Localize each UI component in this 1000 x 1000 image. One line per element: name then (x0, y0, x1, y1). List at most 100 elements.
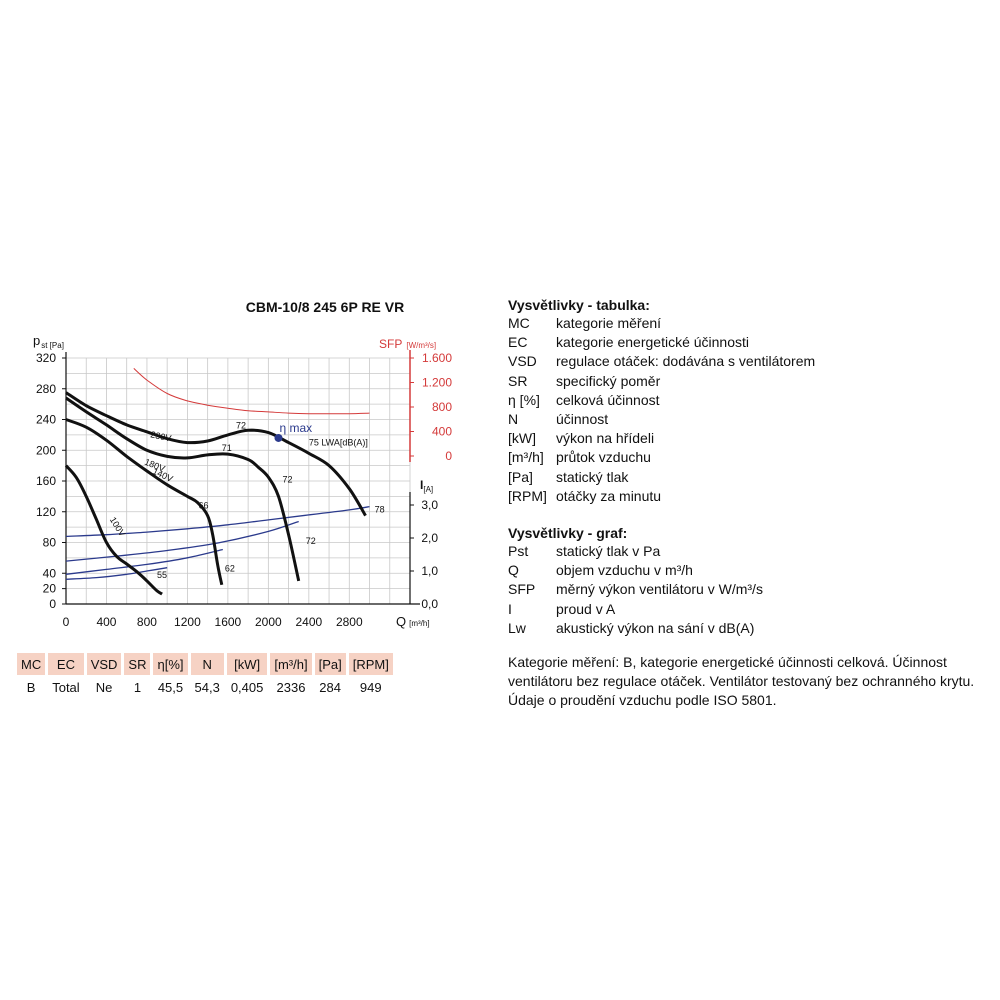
current-curve (65, 520, 299, 562)
y-tick-label: 20 (43, 582, 57, 596)
legend-row: [kW] výkon na hřídeli (508, 429, 978, 448)
x-tick-label: 2000 (255, 615, 282, 629)
y-tick-label: 200 (36, 443, 56, 457)
legend-desc: statický tlak v Pa (556, 543, 661, 559)
legend-desc: regulace otáček: dodávána s ventilátorem (556, 353, 816, 370)
specs-table: MC EC VSD SR η[%] N [kW] [m³/h] [Pa] [RPM] B Total… (14, 653, 396, 699)
pressure-curve (65, 418, 224, 586)
sfp-tick-label: 0 (445, 449, 452, 463)
specs-value-cell: Ne (95, 679, 113, 695)
specs-value-cell: 0,405 (230, 679, 264, 695)
legend-row: η [%] celková účinnost (508, 391, 978, 410)
y-tick-label: 240 (36, 413, 56, 427)
efficiency-label: 72 (236, 421, 246, 431)
specs-header-cell: [m³/h] (270, 653, 312, 675)
y-tick-label: 280 (36, 382, 56, 396)
current-tick-label: 0,0 (421, 597, 438, 611)
specs-header-cell: [kW] (226, 653, 268, 675)
x-tick-label: 800 (137, 615, 157, 629)
y-tick-label: 320 (36, 351, 56, 365)
specs-value-cell: 45,5 (157, 679, 184, 695)
legend-abbr: [RPM] (508, 487, 547, 504)
sfp-tick-label: 800 (432, 400, 452, 414)
legend-desc: kategorie měření (556, 315, 662, 331)
pressure-series (64, 391, 367, 596)
current-tick-label: 2,0 (421, 531, 438, 545)
legend-abbr: [Pa] (508, 468, 533, 485)
x-axis-title: Q [m³/h] (396, 614, 430, 629)
specs-header-cell: [RPM] (348, 653, 393, 675)
legend-abbr: Lw (508, 619, 526, 636)
legend-abbr: I (508, 600, 512, 617)
x-tick-label: 2800 (336, 615, 363, 629)
chart-axes (62, 350, 420, 605)
legend-abbr: Q (508, 562, 519, 579)
y-axis-title: pst [Pa] (33, 333, 64, 350)
legend-table-list: MC kategorie měření EC kategorie energetick… (508, 314, 978, 506)
sfp-axis-title: SFP [W/m³/s] (379, 337, 436, 351)
specs-value-cell: 284 (319, 679, 341, 695)
efficiency-label: 66 (199, 501, 209, 511)
legend-desc: specifický poměr (556, 372, 661, 389)
legend-abbr: SR (508, 372, 528, 389)
current-series (65, 505, 370, 580)
x-tick-label: 2400 (295, 615, 322, 629)
legend-table-section: Vysvětlivky - tabulka: MC kategorie měřen… (508, 297, 978, 506)
legend-row: Pst statický tlak v Pa (508, 542, 978, 561)
legend-abbr: N (508, 410, 519, 427)
legend-abbr: MC (508, 315, 530, 331)
x-tick-label: 400 (96, 615, 116, 629)
specs-header-row: MC EC VSD SR η[%] N [kW] [m³/h] [Pa] [RPM] (17, 653, 393, 675)
legend-abbr: [m³/h] (508, 449, 544, 466)
x-tick-label: 1200 (174, 615, 201, 629)
legend-row: EC kategorie energetické účinnosti (508, 333, 978, 352)
legend-desc: objem vzduchu v m³/h (556, 562, 693, 579)
sfp-tick-label: 400 (432, 425, 452, 439)
y-tick-label: 120 (36, 505, 56, 519)
chart-title: CBM-10/8 245 6P RE VR (245, 299, 405, 315)
y-tick-label: 160 (36, 474, 56, 488)
current-tick-label: 3,0 (421, 498, 438, 512)
specs-header-cell: EC (48, 653, 84, 675)
legend-row: [m³/h] průtok vzduchu (508, 448, 978, 467)
legend-row: SR specifický poměr (508, 372, 978, 391)
efficiency-label: 55 (157, 570, 167, 580)
specs-value-cell: 54,3 (194, 679, 220, 695)
eta-max-label: η max (279, 421, 312, 435)
notes-text: Kategorie měření: B, kategorie energetic… (508, 654, 975, 708)
legend-row: MC kategorie měření (508, 314, 978, 333)
specs-header-cell: VSD (86, 653, 122, 675)
sfp-series (133, 368, 370, 415)
specs-header-cell: MC (17, 653, 46, 675)
sfp-tick-label: 1.200 (422, 376, 452, 390)
specs-header-cell: N (190, 653, 224, 675)
pressure-curve (65, 391, 367, 517)
legend-table-title: Vysvětlivky - tabulka: (508, 297, 650, 313)
legend-graph-title: Vysvětlivky - graf: (508, 525, 628, 541)
legend-desc: měrný výkon ventilátoru v W/m³/s (556, 581, 763, 598)
sfp-curve (133, 368, 370, 415)
current-axis-title: I[A] (420, 478, 433, 494)
specs-value-cell: 949 (359, 679, 382, 695)
legend-desc: akustický výkon na sání v dB(A) (556, 619, 755, 636)
efficiency-label: 62 (225, 564, 235, 574)
legend-row: SFP měrný výkon ventilátoru v W/m³/s (508, 580, 978, 599)
legend-row: Lw akustický výkon na sání v dB(A) (508, 619, 978, 638)
legend-desc: statický tlak (556, 468, 629, 485)
legend-desc: výkon na hřídeli (556, 430, 655, 447)
legend-desc: účinnost (556, 410, 609, 427)
legend-row: VSD regulace otáček: dodávána s ventiláto… (508, 352, 978, 371)
x-tick-label: 1600 (215, 615, 242, 629)
y-tick-label: 80 (43, 536, 57, 550)
legend-desc: průtok vzduchu (556, 449, 651, 466)
specs-value-row: B Total Ne 1 45,5 54,3 0,405 2336 284 949 (17, 675, 393, 699)
legend-desc: kategorie energetické účinnosti (556, 334, 750, 351)
chart-grid (65, 357, 411, 605)
legend-desc: celková účinnost (556, 391, 660, 408)
legend-abbr: [kW] (508, 430, 536, 447)
x-tick-label: 0 (63, 615, 70, 629)
